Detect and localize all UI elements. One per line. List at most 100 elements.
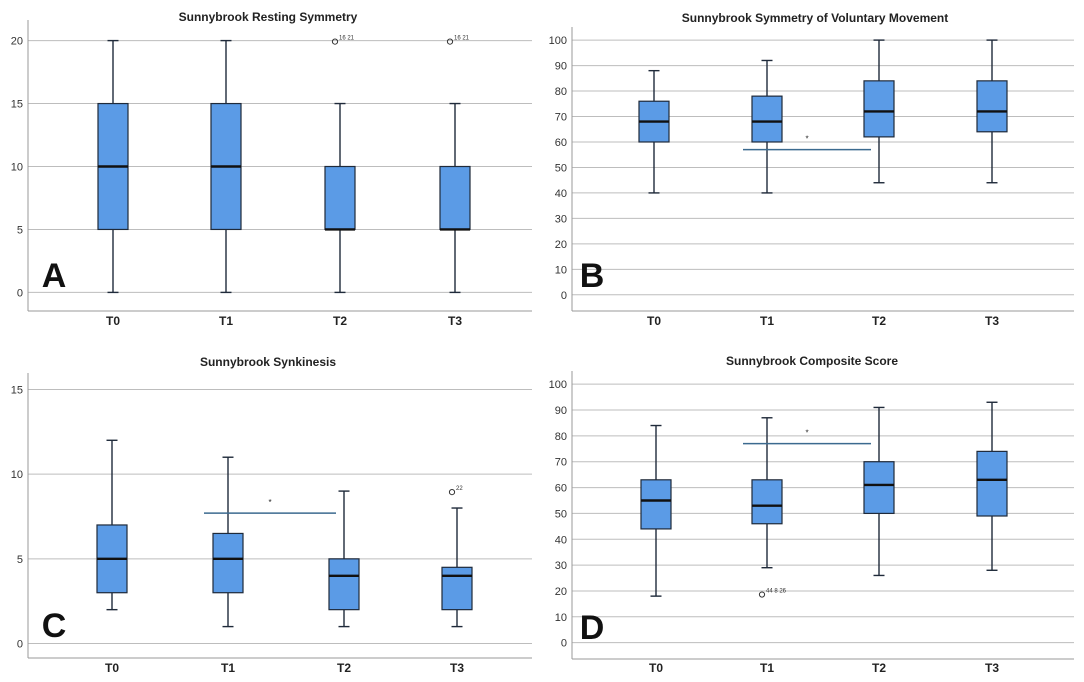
y-tick-label: 100 bbox=[549, 379, 567, 391]
iqr-box bbox=[976, 450, 1008, 517]
panel-letter: A bbox=[42, 257, 67, 295]
box-t0 bbox=[96, 439, 128, 611]
box-t2 bbox=[328, 490, 360, 628]
outlier-label: 44 8 26 bbox=[766, 589, 787, 595]
significance-label: * bbox=[268, 498, 271, 507]
iqr-box bbox=[328, 558, 360, 611]
x-tick-label: T0 bbox=[105, 661, 119, 675]
outlier-t3: 16 21 bbox=[446, 36, 470, 45]
chart-b-svg: Sunnybrook Symmetry of Voluntary Movemen… bbox=[549, 11, 1074, 328]
x-tick-label: T3 bbox=[985, 314, 999, 328]
x-tick-label: T2 bbox=[872, 314, 886, 328]
iqr-box bbox=[212, 532, 244, 594]
significance-label: * bbox=[805, 135, 808, 144]
y-tick-label: 60 bbox=[555, 483, 567, 495]
x-tick-label: T0 bbox=[647, 314, 661, 328]
box-t0 bbox=[640, 424, 672, 597]
y-tick-label: 20 bbox=[555, 239, 567, 251]
y-tick-label: 15 bbox=[11, 99, 23, 111]
y-tick-label: 5 bbox=[17, 224, 23, 236]
x-tick-label: T1 bbox=[760, 661, 774, 675]
y-tick-label: 20 bbox=[555, 586, 567, 598]
iqr-box bbox=[976, 80, 1008, 133]
box-t1 bbox=[212, 456, 244, 628]
box-t2 bbox=[863, 406, 895, 577]
y-tick-label: 70 bbox=[555, 457, 567, 469]
chart-a-svg: Sunnybrook Resting Symmetry 0 5 10 15 20 T0 T1 T… bbox=[11, 10, 532, 328]
outlier-t2: 16 21 bbox=[331, 36, 355, 45]
significance-label: * bbox=[805, 429, 808, 438]
iqr-box bbox=[863, 80, 895, 138]
y-tick-label: 50 bbox=[555, 508, 567, 520]
x-tick-label: T1 bbox=[760, 314, 774, 328]
iqr-box bbox=[324, 165, 356, 231]
y-tick-label: 0 bbox=[561, 638, 567, 650]
x-tick-label: T2 bbox=[337, 661, 351, 675]
chart-d-svg: Sunnybrook Composite Score 0 10 20 30 40 50 60 7… bbox=[549, 354, 1074, 675]
y-tick-label: 70 bbox=[555, 112, 567, 124]
y-tick-label: 90 bbox=[555, 405, 567, 417]
x-tick-label: T3 bbox=[985, 661, 999, 675]
iqr-box bbox=[640, 479, 672, 530]
x-tick-label: T2 bbox=[333, 314, 347, 328]
box-t0 bbox=[97, 39, 129, 294]
y-tick-label: 10 bbox=[555, 264, 567, 276]
x-tick-label: T0 bbox=[106, 314, 120, 328]
y-tick-label: 80 bbox=[555, 86, 567, 98]
chart-title: Sunnybrook Symmetry of Voluntary Movemen… bbox=[682, 11, 949, 25]
outlier-marker bbox=[448, 488, 456, 496]
y-tick-label: 10 bbox=[555, 612, 567, 624]
chart-panel-b: Sunnybrook Symmetry of Voluntary Movemen… bbox=[542, 0, 1084, 340]
y-tick-label: 60 bbox=[555, 137, 567, 149]
y-tick-label: 10 bbox=[11, 162, 23, 174]
y-tick-label: 100 bbox=[549, 35, 567, 47]
x-tick-label: T3 bbox=[448, 314, 462, 328]
iqr-box bbox=[441, 566, 473, 611]
box-t2 bbox=[324, 102, 356, 294]
outlier-marker bbox=[446, 38, 454, 45]
chart-panel-d: Sunnybrook Composite Score 0 10 20 30 40 50 60 7… bbox=[542, 341, 1084, 682]
outlier-t3: 22 bbox=[448, 486, 463, 496]
box-t2 bbox=[863, 39, 895, 184]
y-tick-label: 0 bbox=[17, 639, 23, 651]
x-tick-label: T2 bbox=[872, 661, 886, 675]
iqr-box bbox=[751, 95, 783, 143]
y-tick-label: 30 bbox=[555, 560, 567, 572]
box-t1 bbox=[751, 59, 783, 194]
box-t3 bbox=[976, 401, 1008, 571]
box-t1 bbox=[210, 39, 242, 294]
y-tick-label: 5 bbox=[17, 554, 23, 566]
chart-panel-a: Sunnybrook Resting Symmetry 0 5 10 15 20 T0 T1 T… bbox=[0, 0, 542, 340]
chart-title: Sunnybrook Resting Symmetry bbox=[179, 10, 358, 24]
box-t3 bbox=[439, 102, 471, 294]
box-t0 bbox=[638, 69, 670, 194]
iqr-box bbox=[439, 165, 471, 231]
y-tick-label: 90 bbox=[555, 61, 567, 73]
box-t1 bbox=[751, 417, 783, 569]
outlier-label: 22 bbox=[456, 486, 463, 492]
box-t3 bbox=[976, 39, 1008, 184]
y-tick-label: 0 bbox=[17, 287, 23, 299]
panel-letter: B bbox=[580, 257, 605, 295]
outlier-marker bbox=[758, 591, 766, 598]
y-tick-label: 0 bbox=[561, 290, 567, 302]
chart-title: Sunnybrook Composite Score bbox=[726, 354, 898, 368]
chart-c-svg: Sunnybrook Synkinesis 0 5 10 15 T0 T1 T2 T3 22 * C bbox=[11, 355, 532, 675]
panel-letter: D bbox=[580, 609, 605, 647]
outlier-t1: 44 8 26 bbox=[758, 589, 787, 598]
box-t3 bbox=[441, 507, 473, 628]
y-tick-label: 15 bbox=[11, 384, 23, 396]
outlier-marker bbox=[331, 38, 339, 45]
y-tick-label: 20 bbox=[11, 36, 23, 48]
y-tick-label: 50 bbox=[555, 162, 567, 174]
chart-title: Sunnybrook Synkinesis bbox=[200, 355, 336, 369]
x-tick-label: T0 bbox=[649, 661, 663, 675]
chart-panel-c: Sunnybrook Synkinesis 0 5 10 15 T0 T1 T2 T3 22 * C bbox=[0, 341, 542, 682]
y-tick-label: 40 bbox=[555, 534, 567, 546]
y-tick-label: 30 bbox=[555, 213, 567, 225]
iqr-box bbox=[751, 479, 783, 525]
iqr-box bbox=[863, 461, 895, 515]
outlier-label: 16 21 bbox=[454, 36, 470, 42]
outlier-label: 16 21 bbox=[339, 36, 355, 42]
